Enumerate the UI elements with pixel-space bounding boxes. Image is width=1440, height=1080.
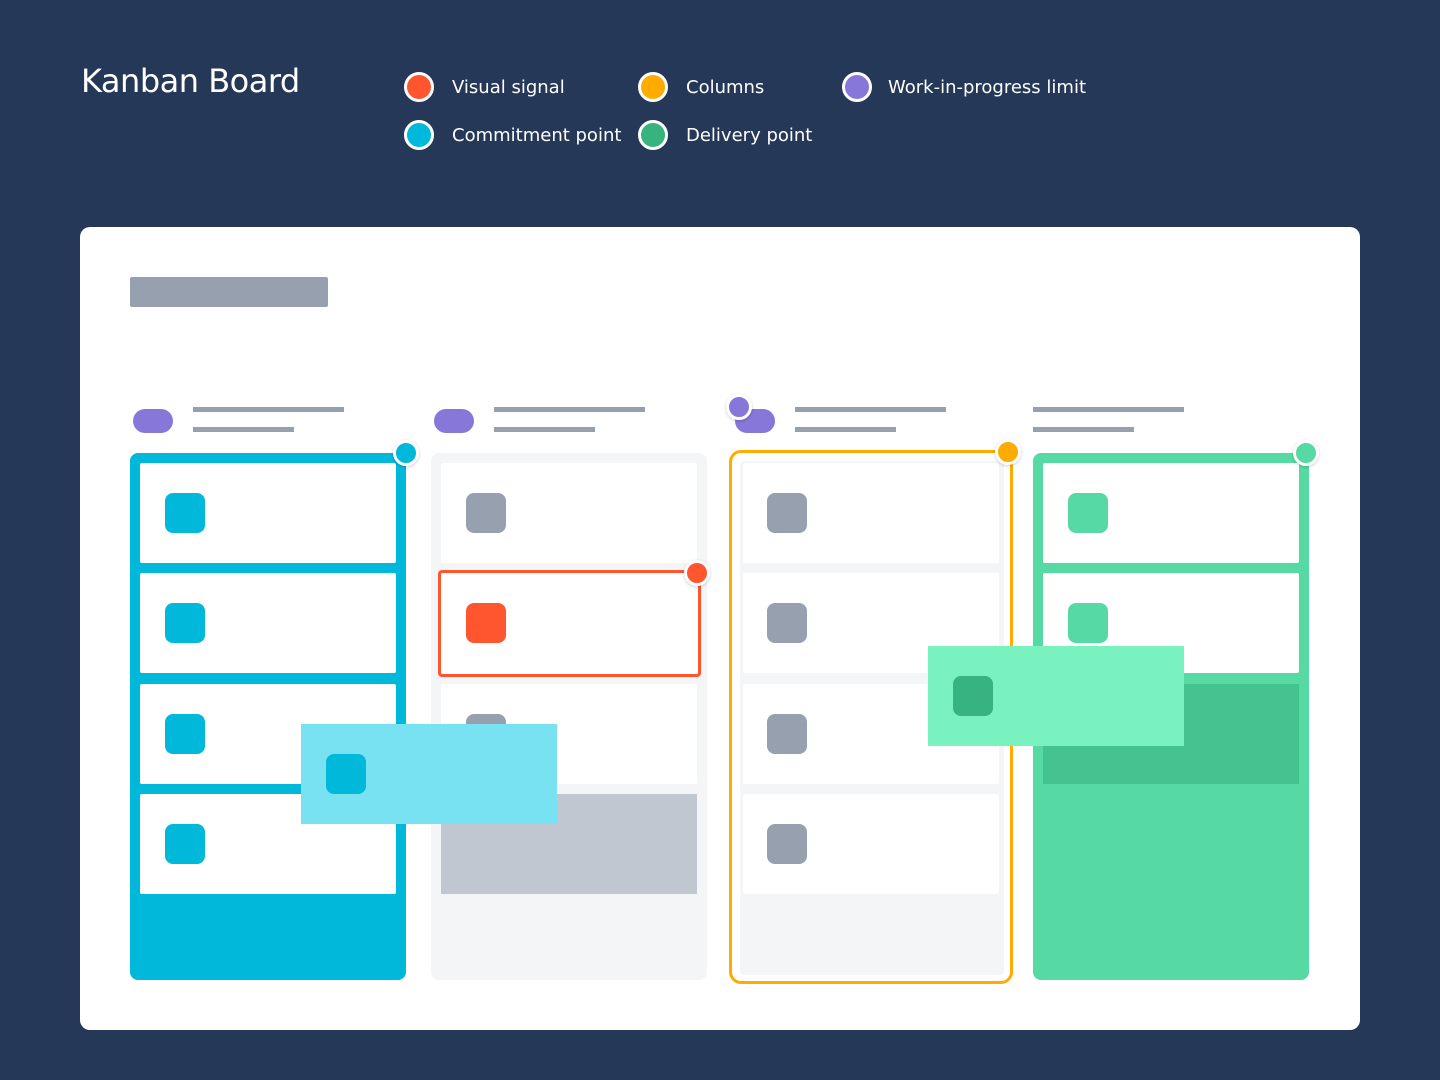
- column-header-line: [1033, 427, 1134, 432]
- legend-commitment-point: Commitment point: [404, 120, 621, 150]
- card-icon: [1068, 603, 1108, 643]
- wip-pill: [434, 409, 474, 433]
- column-header-line: [193, 407, 344, 412]
- card-icon: [165, 714, 205, 754]
- card-icon: [767, 824, 807, 864]
- red-dot-icon: [404, 72, 434, 102]
- card-icon: [165, 603, 205, 643]
- legend-label: Columns: [686, 76, 765, 98]
- green-dot-icon: [638, 120, 668, 150]
- legend-label: Work-in-progress limit: [888, 76, 1086, 98]
- cyan-dot-icon: [404, 120, 434, 150]
- legend-columns: Columns: [638, 72, 764, 102]
- purple-dot-icon: [842, 72, 872, 102]
- page-title: Kanban Board: [81, 62, 300, 100]
- card-icon: [466, 603, 506, 643]
- column-header-line: [193, 427, 294, 432]
- card-icon: [165, 824, 205, 864]
- card-icon: [165, 493, 205, 533]
- card-icon: [767, 603, 807, 643]
- legend-label: Visual signal: [452, 76, 565, 98]
- legend-visual-signal: Visual signal: [404, 72, 565, 102]
- legend-label: Commitment point: [452, 124, 622, 146]
- column-header-line: [1033, 407, 1184, 412]
- card-icon: [1068, 493, 1108, 533]
- card-icon: [466, 493, 506, 533]
- column-header-line: [795, 427, 896, 432]
- wip-pill: [133, 409, 173, 433]
- visual-signal-dot: [684, 560, 710, 586]
- legend-label: Delivery point: [686, 124, 813, 146]
- card-icon: [767, 714, 807, 754]
- card-icon: [326, 754, 366, 794]
- wip-marker-dot: [726, 394, 752, 420]
- column-header-line: [795, 407, 946, 412]
- column-header-line: [494, 407, 645, 412]
- commitment-point-dot: [393, 440, 419, 466]
- delivery-point-dot: [1293, 440, 1319, 466]
- board-title-placeholder: [130, 277, 328, 307]
- legend-wip-limit: Work-in-progress limit: [842, 72, 1086, 102]
- column-header-line: [494, 427, 595, 432]
- column-marker-dot: [995, 439, 1021, 465]
- yellow-dot-icon: [638, 72, 668, 102]
- card-icon: [953, 676, 993, 716]
- legend-delivery-point: Delivery point: [638, 120, 812, 150]
- card-icon: [767, 493, 807, 533]
